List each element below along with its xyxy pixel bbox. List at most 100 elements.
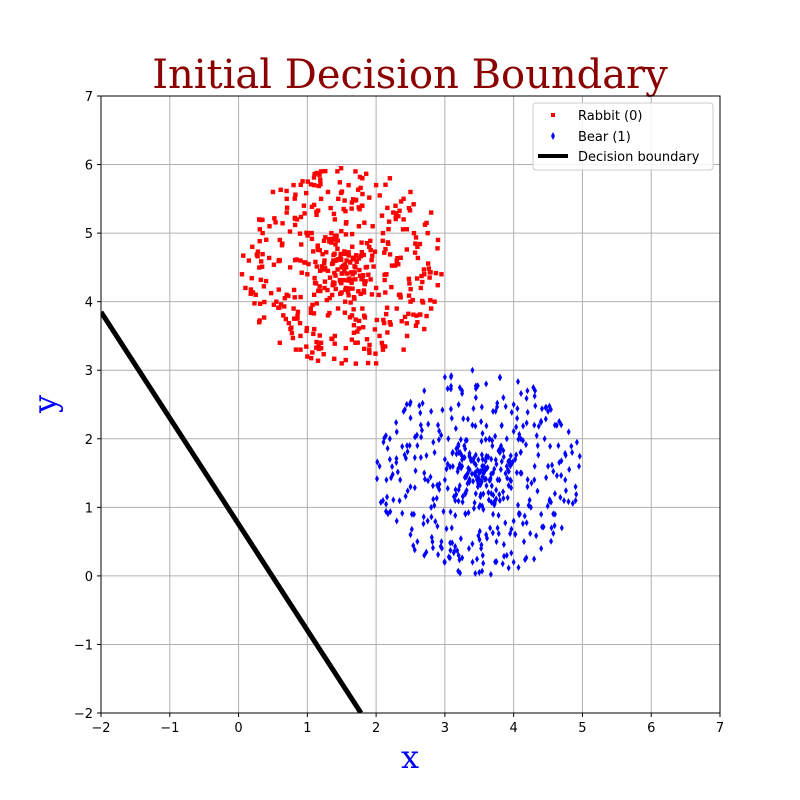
rabbit-point [333, 242, 338, 247]
rabbit-point [382, 272, 387, 277]
bear-point [509, 477, 514, 485]
bear-point [418, 421, 423, 429]
bear-point [559, 457, 564, 465]
rabbit-point [346, 286, 352, 291]
rabbit-point [353, 361, 359, 366]
rabbit-point [295, 316, 300, 321]
bear-point [426, 420, 431, 428]
bear-point [458, 436, 463, 444]
rabbit-point [379, 213, 385, 218]
bear-point [435, 481, 440, 489]
bear-point [460, 493, 465, 501]
bear-point [496, 447, 501, 455]
bear-point [387, 455, 392, 463]
rabbit-point [250, 290, 256, 295]
rabbit-point [337, 180, 343, 185]
bear-point [473, 394, 478, 402]
y-tick-label: −1 [74, 638, 93, 653]
x-tick-label: 7 [716, 721, 724, 736]
rabbit-point [343, 265, 348, 270]
rabbit-point [266, 255, 272, 261]
rabbit-point [305, 232, 310, 238]
bear-point [520, 436, 525, 444]
bear-point [430, 482, 435, 490]
rabbit-point [411, 202, 416, 207]
bear-point [516, 501, 521, 509]
rabbit-point [387, 252, 393, 257]
rabbit-point [397, 208, 402, 213]
rabbit-point [250, 244, 255, 250]
bear-point [511, 401, 516, 408]
rabbit-point [425, 230, 430, 236]
rabbit-point [334, 233, 339, 239]
bear-point [493, 456, 498, 464]
rabbit-point [389, 263, 395, 268]
bear-point [509, 549, 514, 557]
bear-point [453, 542, 458, 550]
rabbit-point [364, 171, 369, 177]
bear-point [420, 399, 425, 407]
rabbit-point [370, 253, 375, 258]
y-tick-label: 0 [85, 570, 93, 585]
rabbit-point [381, 320, 387, 326]
bear-point [533, 402, 538, 410]
bear-point [403, 492, 408, 500]
rabbit-point [311, 311, 317, 316]
bear-point [500, 560, 505, 568]
bear-point [501, 541, 506, 549]
rabbit-point [321, 352, 326, 357]
bear-point [479, 403, 484, 411]
rabbit-point [340, 271, 345, 276]
rabbit-point [262, 299, 267, 305]
bear-point [524, 519, 529, 527]
rabbit-point [404, 321, 409, 326]
rabbit-point [318, 340, 324, 345]
bear-point [532, 421, 537, 429]
bear-point [513, 530, 518, 538]
rabbit-point [311, 249, 316, 254]
bear-point [493, 432, 498, 440]
bear-point [405, 442, 410, 450]
bear-point [448, 508, 453, 516]
rabbit-point [380, 347, 386, 352]
bear-point [538, 418, 543, 426]
bear-point [563, 451, 568, 459]
rabbit-point [399, 319, 404, 324]
bear-point [494, 486, 499, 494]
rabbit-point [277, 237, 283, 243]
bear-point [516, 563, 521, 571]
rabbit-point [424, 313, 429, 319]
bear-point [557, 418, 562, 426]
rabbit-point [306, 261, 311, 267]
bear-point [448, 385, 453, 393]
rabbit-point [332, 217, 338, 222]
bear-point [385, 510, 390, 518]
bear-point [490, 529, 495, 537]
bear-point [405, 487, 410, 495]
y-tick-label: 7 [85, 90, 93, 105]
bear-point [389, 474, 394, 482]
rabbit-point [413, 323, 419, 328]
bear-point [471, 405, 476, 413]
rabbit-point [335, 267, 340, 272]
bear-point [439, 538, 444, 546]
rabbit-point [279, 243, 285, 248]
rabbit-point [312, 292, 317, 298]
rabbit-point [353, 317, 358, 322]
bear-point [488, 524, 493, 532]
bear-point [462, 442, 467, 450]
rabbit-point [264, 237, 269, 242]
bear-point [489, 455, 494, 463]
rabbit-point [259, 264, 265, 269]
rabbit-point [367, 244, 372, 250]
y-tick-label: 5 [85, 227, 93, 242]
rabbit-point [393, 216, 398, 222]
rabbit-point [364, 264, 370, 270]
rabbit-point [300, 179, 305, 184]
rabbit-point [291, 306, 296, 311]
rabbit-point [278, 187, 283, 193]
x-tick-label: −2 [91, 721, 110, 736]
rabbit-point [322, 279, 328, 284]
rabbit-point [388, 322, 393, 327]
bear-point [504, 551, 509, 559]
